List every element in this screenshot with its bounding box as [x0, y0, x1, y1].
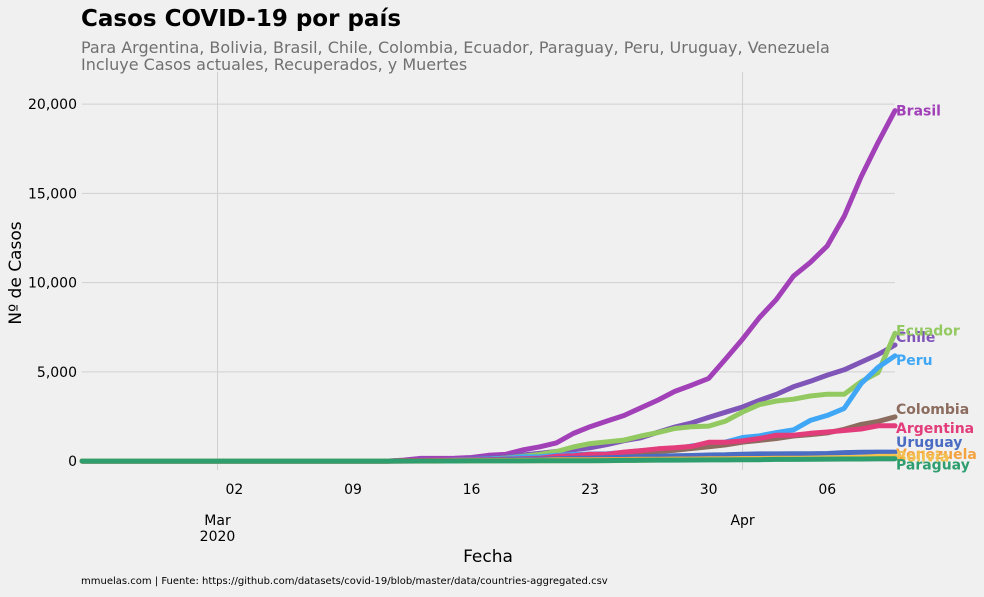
- x-tick-label: 09: [344, 482, 362, 498]
- x-tick-label: 16: [463, 482, 481, 498]
- series-label-venezuela: Venezuela: [896, 447, 977, 463]
- series-label-paraguay: Paraguay: [896, 458, 970, 474]
- chart-subtitle-line-2: Incluye Casos actuales, Recuperados, y M…: [81, 55, 467, 74]
- series-label-colombia: Colombia: [896, 402, 969, 418]
- series-line-paraguay: [79, 456, 898, 464]
- chart-footer-source: mmuelas.com | Fuente: https://github.com…: [81, 576, 608, 587]
- chart-subtitle-line-1: Para Argentina, Bolivia, Brasil, Chile, …: [81, 38, 830, 57]
- series-label-brasil: Brasil: [896, 104, 941, 120]
- x-axis-label: Fecha: [463, 547, 513, 567]
- y-tick-label: 15,000: [28, 186, 77, 202]
- y-tick-label: 20,000: [28, 97, 77, 113]
- series-lines: [79, 108, 898, 464]
- x-tick-label: 23: [581, 482, 599, 498]
- x-year-label: 2020: [200, 529, 236, 545]
- series-label-chile: Chile: [896, 330, 935, 346]
- y-tick-label: 5,000: [37, 365, 77, 381]
- x-month-label: Apr: [730, 513, 754, 529]
- x-tick-label: 02: [226, 482, 244, 498]
- series-label-peru: Peru: [896, 353, 933, 369]
- x-month-label: Mar: [204, 513, 231, 529]
- y-tick-label: 10,000: [28, 276, 77, 292]
- x-tick-label: 30: [700, 482, 718, 498]
- y-tick-label: 0: [68, 454, 77, 470]
- y-axis-label: Nº de Casos: [6, 221, 26, 324]
- x-tick-label: 06: [818, 482, 836, 498]
- series-label-uruguay: Uruguay: [896, 435, 962, 451]
- series-label-argentina: Argentina: [896, 421, 974, 437]
- y-axis-ticks: 0 5,000 10,000 15,000 20,000: [28, 97, 77, 470]
- series-label-ecuador: Ecuador: [896, 323, 960, 339]
- chart-title: Casos COVID-19 por país: [81, 6, 401, 32]
- series-label-bolivia: Bolivia: [896, 449, 949, 465]
